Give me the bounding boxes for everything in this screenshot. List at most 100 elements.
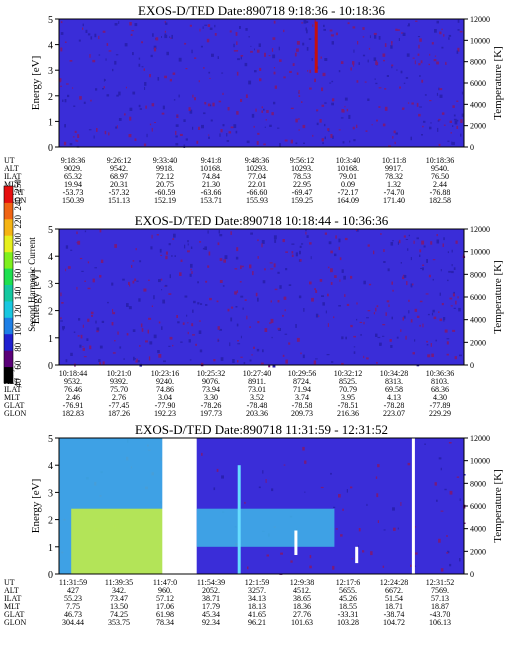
- noise-speck: [90, 36, 93, 40]
- noise-speck: [87, 33, 91, 36]
- noise-speck: [221, 475, 224, 479]
- noise-speck: [155, 37, 159, 41]
- noise-speck: [150, 246, 153, 250]
- noise-speck: [324, 102, 327, 104]
- noise-speck: [175, 130, 177, 135]
- noise-speck: [366, 317, 369, 319]
- noise-speck: [77, 335, 80, 337]
- noise-speck: [343, 275, 346, 280]
- noise-speck: [448, 37, 450, 40]
- table-cell: 9392.: [110, 377, 128, 386]
- noise-speck: [460, 119, 463, 123]
- noise-speck: [187, 240, 189, 243]
- noise-speck: [99, 345, 103, 349]
- colorbar-tick-label: 220: [13, 215, 23, 229]
- noise-speck: [149, 74, 151, 78]
- noise-speck: [171, 255, 173, 257]
- noise-speck: [148, 279, 150, 281]
- noise-speck: [249, 326, 251, 328]
- noise-speck: [407, 462, 411, 466]
- table-cell: 12:9:38: [290, 578, 314, 587]
- noise-speck: [62, 99, 64, 102]
- noise-speck: [192, 126, 194, 130]
- noise-speck: [410, 319, 413, 323]
- noise-speck: [217, 326, 220, 330]
- noise-speck: [265, 479, 267, 483]
- noise-speck: [410, 283, 413, 288]
- noise-speck: [251, 354, 253, 356]
- noise-speck: [191, 271, 193, 274]
- noise-speck: [398, 239, 401, 244]
- noise-speck: [240, 295, 244, 298]
- noise-speck: [274, 85, 277, 89]
- ylabel: Energy [eV]: [30, 270, 42, 324]
- noise-speck: [277, 300, 280, 303]
- noise-speck: [160, 278, 163, 281]
- noise-speck: [208, 71, 211, 74]
- table-cell: 10:11:8: [382, 156, 406, 165]
- noise-speck: [451, 270, 454, 274]
- noise-speck: [376, 362, 378, 364]
- noise-speck: [139, 108, 142, 110]
- noise-speck: [362, 550, 365, 553]
- y2tick-label: 0: [470, 361, 474, 370]
- noise-speck: [186, 314, 188, 317]
- noise-speck: [172, 238, 175, 240]
- noise-speck: [378, 36, 381, 40]
- noise-speck: [236, 111, 239, 115]
- noise-speck: [143, 143, 147, 147]
- noise-speck: [169, 274, 171, 279]
- noise-speck: [412, 352, 415, 355]
- table-cell: 41.65: [248, 610, 266, 619]
- noise-speck: [419, 254, 421, 257]
- noise-speck: [257, 321, 260, 324]
- noise-speck: [346, 108, 349, 112]
- noise-speck: [340, 117, 344, 119]
- colorbar-segment: [4, 300, 13, 318]
- colorbar-tick-label: 80: [13, 342, 23, 352]
- table-cell: 197.73: [200, 409, 222, 418]
- noise-speck: [382, 565, 385, 568]
- noise-speck: [305, 229, 307, 232]
- table-cell: 38.65: [293, 594, 311, 603]
- noise-speck: [236, 323, 239, 327]
- noise-speck: [436, 61, 439, 65]
- noise-speck: [129, 22, 132, 26]
- noise-speck: [377, 336, 381, 339]
- noise-speck: [375, 307, 377, 312]
- noise-speck: [214, 24, 216, 28]
- noise-speck: [392, 289, 394, 292]
- colorbar-segment: [4, 284, 13, 302]
- colorbar-label: Second Harmonic Current: [27, 237, 37, 332]
- noise-speck: [251, 113, 255, 118]
- noise-speck: [118, 21, 120, 24]
- noise-speck: [382, 335, 385, 337]
- noise-speck: [233, 124, 237, 129]
- noise-speck: [163, 360, 166, 363]
- noise-speck: [237, 343, 241, 345]
- y2tick-label: 4000: [470, 525, 486, 534]
- noise-speck: [239, 281, 242, 283]
- noise-speck: [378, 87, 382, 89]
- y2tick-label: 6000: [470, 79, 486, 88]
- noise-speck: [239, 26, 241, 29]
- noise-speck: [379, 343, 381, 346]
- table-cell: 12:1:59: [245, 578, 269, 587]
- noise-speck: [182, 322, 185, 325]
- table-cell: 153.71: [200, 196, 222, 205]
- plot-background: [59, 229, 464, 365]
- noise-speck: [250, 50, 253, 53]
- noise-speck: [401, 32, 404, 34]
- noise-speck: [67, 94, 70, 98]
- noise-speck: [177, 321, 180, 324]
- noise-speck: [230, 306, 234, 309]
- noise-speck: [393, 130, 396, 134]
- noise-speck: [112, 352, 116, 354]
- noise-speck: [400, 502, 402, 506]
- noise-speck: [268, 55, 271, 57]
- noise-speck: [150, 54, 153, 58]
- noise-speck: [134, 23, 138, 27]
- noise-speck: [402, 276, 405, 280]
- noise-speck: [441, 112, 445, 115]
- noise-speck: [161, 112, 165, 115]
